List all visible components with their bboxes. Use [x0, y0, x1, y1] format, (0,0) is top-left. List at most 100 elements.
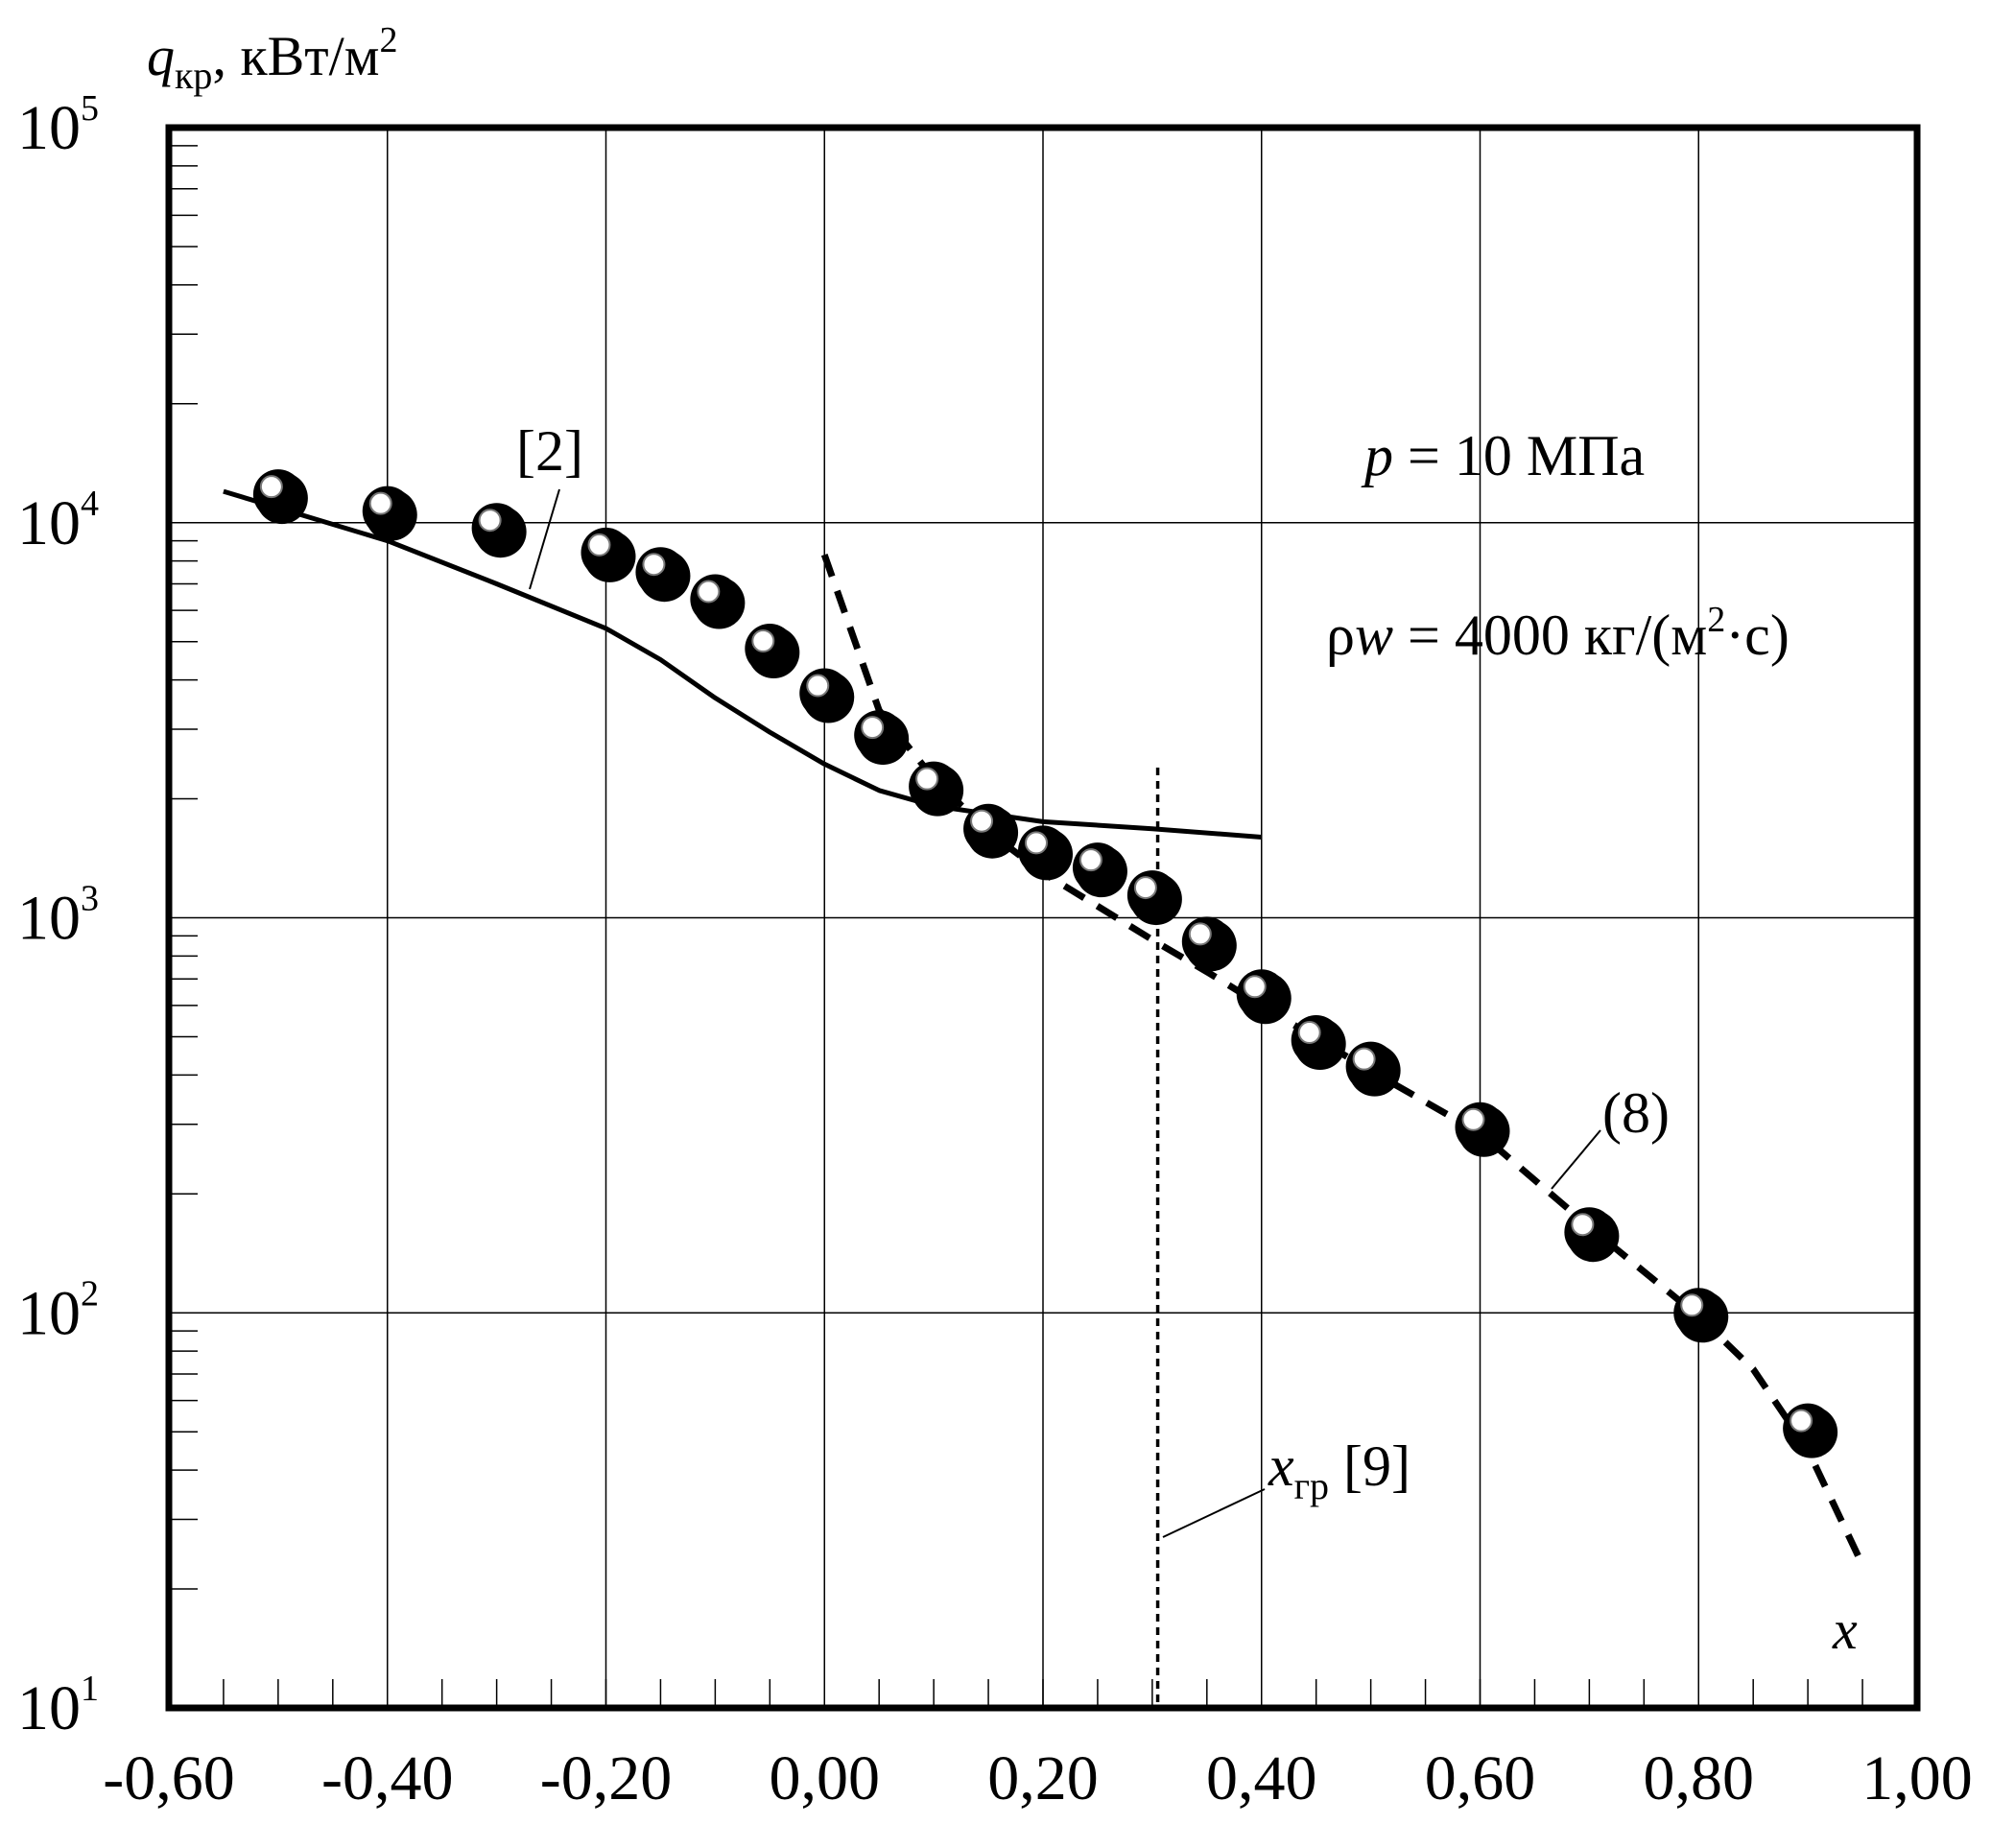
mass-flux-rho: ρ	[1326, 604, 1355, 667]
y-tick-label: 105	[17, 88, 99, 163]
y-tick-label: 103	[17, 879, 99, 954]
data-point-highlight	[1680, 1293, 1704, 1317]
data-point	[1783, 1403, 1838, 1458]
mass-flux-tail: ·с)	[1725, 604, 1790, 667]
data-point-highlight	[1025, 831, 1048, 855]
y-tick-label: 101	[17, 1669, 99, 1743]
mass-flux-sup: 2	[1707, 600, 1725, 640]
y-tick-label: 104	[17, 484, 99, 558]
y-tick-exponent: 4	[81, 484, 99, 524]
y-tick-exponent: 2	[81, 1273, 99, 1314]
xgr-label: xгр [9]	[1268, 1434, 1410, 1507]
pressure-text: = 10 МПа	[1393, 424, 1645, 487]
data-point-highlight	[642, 553, 666, 577]
data-point-highlight	[1133, 876, 1157, 900]
data-point-highlight	[915, 767, 939, 791]
data-point	[635, 547, 691, 603]
curve-ref2	[223, 488, 1262, 840]
data-point	[362, 486, 417, 541]
x-tick-label: -0,60	[103, 1743, 234, 1813]
data-point	[1181, 916, 1237, 972]
x-tick-label: 0,60	[1425, 1743, 1536, 1813]
y-tick-label: 102	[17, 1273, 99, 1348]
y-tick-base: 10	[17, 1278, 81, 1348]
data-point-highlight	[806, 674, 830, 698]
grid	[169, 128, 1917, 1708]
y-tick-base: 10	[17, 488, 81, 558]
xgr-ref: [9]	[1329, 1434, 1410, 1498]
y-axis-label: qкр, кВт/м2	[147, 20, 397, 97]
data-point	[581, 527, 636, 582]
data-point	[1564, 1207, 1620, 1263]
plot-frame	[165, 124, 1921, 1712]
data-point	[1018, 825, 1073, 881]
x-axis-label: x	[1832, 1599, 1858, 1661]
y-tick-base: 10	[17, 1673, 81, 1743]
data-point-highlight	[1790, 1409, 1813, 1433]
pressure-symbol: p	[1361, 424, 1393, 487]
data-point-highlight	[259, 475, 283, 499]
ref8-leader	[1551, 1129, 1601, 1190]
y-tick-base: 10	[17, 93, 81, 163]
x-tick-label: 0,80	[1644, 1743, 1755, 1813]
x-tick-label: 1,00	[1861, 1743, 1973, 1813]
data-point	[252, 469, 308, 525]
data-point	[1455, 1102, 1510, 1157]
data-point-highlight	[478, 509, 502, 533]
data-point	[1126, 870, 1182, 926]
data-point-highlight	[587, 533, 611, 557]
data-point-highlight	[1571, 1213, 1595, 1237]
data-point-highlight	[861, 716, 885, 740]
data-point	[1345, 1041, 1401, 1097]
data-point-highlight	[1188, 922, 1212, 946]
data-point-highlight	[751, 628, 775, 652]
data-point	[963, 803, 1019, 859]
data-point-highlight	[368, 491, 392, 515]
leader-lines	[529, 488, 1601, 1538]
ref8-label: (8)	[1602, 1081, 1670, 1145]
x-tick-label: 0,00	[770, 1743, 881, 1813]
xgr-subscript: гр	[1294, 1464, 1329, 1507]
data-point	[1673, 1288, 1729, 1343]
data-point	[1291, 1015, 1346, 1071]
y-axis-subscript: кр	[175, 54, 212, 97]
mass-flux-w: w	[1355, 604, 1393, 667]
y-axis-units-sup: 2	[379, 20, 397, 60]
xgr-leader	[1162, 1488, 1266, 1538]
data-point-highlight	[970, 809, 994, 833]
data-point	[1072, 842, 1127, 898]
y-tick-exponent: 3	[81, 879, 99, 919]
x-tick-label: -0,40	[321, 1743, 453, 1813]
x-tick-label: 0,40	[1206, 1743, 1317, 1813]
y-tick-exponent: 5	[81, 88, 99, 129]
data-point-highlight	[1352, 1047, 1376, 1071]
y-tick-base: 10	[17, 884, 81, 954]
xgr-symbol: x	[1268, 1434, 1294, 1498]
y-tick-exponent: 1	[81, 1669, 99, 1709]
pressure-annotation: p = 10 МПа	[1361, 424, 1645, 487]
ref2-label: [2]	[516, 419, 583, 483]
x-tick-label: 0,20	[987, 1743, 1099, 1813]
data-point	[854, 710, 910, 766]
data-point-highlight	[1461, 1107, 1485, 1131]
data-point-highlight	[1243, 975, 1267, 999]
y-axis-symbol: q	[147, 25, 175, 87]
data-point-highlight	[1078, 848, 1102, 872]
x-tick-labels: -0,60 -0,40 -0,20 0,00 0,20 0,40 0,60 0,80 1,00	[103, 1743, 1972, 1813]
mass-flux-annotation: ρw = 4000 кг/(м2·с)	[1326, 600, 1790, 667]
data-point	[471, 503, 527, 558]
data-point-highlight	[697, 580, 721, 604]
data-point	[745, 623, 800, 678]
mass-flux-text: = 4000 кг/(м	[1393, 604, 1707, 667]
data-point	[1236, 969, 1292, 1025]
data-point	[690, 574, 746, 629]
data-point	[799, 668, 855, 723]
data-points	[252, 469, 1838, 1458]
x-tick-label: -0,20	[540, 1743, 672, 1813]
data-point	[909, 761, 964, 817]
y-axis-units: , кВт/м	[212, 25, 379, 87]
ref2-leader	[529, 488, 560, 590]
